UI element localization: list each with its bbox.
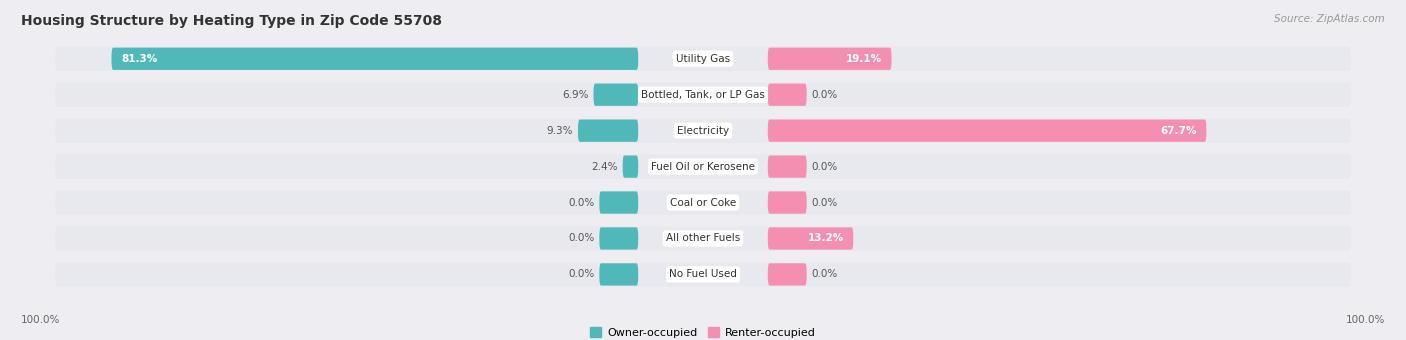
FancyBboxPatch shape	[768, 84, 807, 106]
Text: 0.0%: 0.0%	[811, 90, 838, 100]
Legend: Owner-occupied, Renter-occupied: Owner-occupied, Renter-occupied	[586, 323, 820, 340]
Text: 0.0%: 0.0%	[811, 198, 838, 207]
Text: 0.0%: 0.0%	[568, 198, 595, 207]
Text: 67.7%: 67.7%	[1160, 126, 1197, 136]
Text: Housing Structure by Heating Type in Zip Code 55708: Housing Structure by Heating Type in Zip…	[21, 14, 441, 28]
Text: 0.0%: 0.0%	[811, 269, 838, 279]
Text: All other Fuels: All other Fuels	[666, 234, 740, 243]
FancyBboxPatch shape	[55, 47, 1351, 71]
Text: Source: ZipAtlas.com: Source: ZipAtlas.com	[1274, 14, 1385, 23]
FancyBboxPatch shape	[55, 118, 1351, 143]
Text: Bottled, Tank, or LP Gas: Bottled, Tank, or LP Gas	[641, 90, 765, 100]
FancyBboxPatch shape	[768, 191, 807, 214]
Text: No Fuel Used: No Fuel Used	[669, 269, 737, 279]
Text: 0.0%: 0.0%	[811, 162, 838, 172]
FancyBboxPatch shape	[768, 227, 853, 250]
FancyBboxPatch shape	[55, 190, 1351, 215]
FancyBboxPatch shape	[55, 226, 1351, 251]
FancyBboxPatch shape	[578, 120, 638, 142]
FancyBboxPatch shape	[111, 48, 638, 70]
FancyBboxPatch shape	[593, 84, 638, 106]
FancyBboxPatch shape	[55, 154, 1351, 179]
Text: 0.0%: 0.0%	[568, 269, 595, 279]
Text: Coal or Coke: Coal or Coke	[669, 198, 737, 207]
FancyBboxPatch shape	[55, 262, 1351, 287]
Text: 6.9%: 6.9%	[562, 90, 588, 100]
Text: Electricity: Electricity	[676, 126, 730, 136]
Text: 13.2%: 13.2%	[807, 234, 844, 243]
Text: 100.0%: 100.0%	[1346, 314, 1385, 325]
FancyBboxPatch shape	[768, 263, 807, 286]
FancyBboxPatch shape	[599, 191, 638, 214]
Text: 0.0%: 0.0%	[568, 234, 595, 243]
Text: 100.0%: 100.0%	[21, 314, 60, 325]
FancyBboxPatch shape	[55, 83, 1351, 107]
Text: 9.3%: 9.3%	[547, 126, 572, 136]
FancyBboxPatch shape	[768, 155, 807, 178]
Text: Fuel Oil or Kerosene: Fuel Oil or Kerosene	[651, 162, 755, 172]
Text: 19.1%: 19.1%	[845, 54, 882, 64]
FancyBboxPatch shape	[768, 120, 1206, 142]
Text: Utility Gas: Utility Gas	[676, 54, 730, 64]
FancyBboxPatch shape	[623, 155, 638, 178]
Text: 81.3%: 81.3%	[121, 54, 157, 64]
FancyBboxPatch shape	[768, 48, 891, 70]
Text: 2.4%: 2.4%	[591, 162, 617, 172]
FancyBboxPatch shape	[599, 227, 638, 250]
FancyBboxPatch shape	[599, 263, 638, 286]
